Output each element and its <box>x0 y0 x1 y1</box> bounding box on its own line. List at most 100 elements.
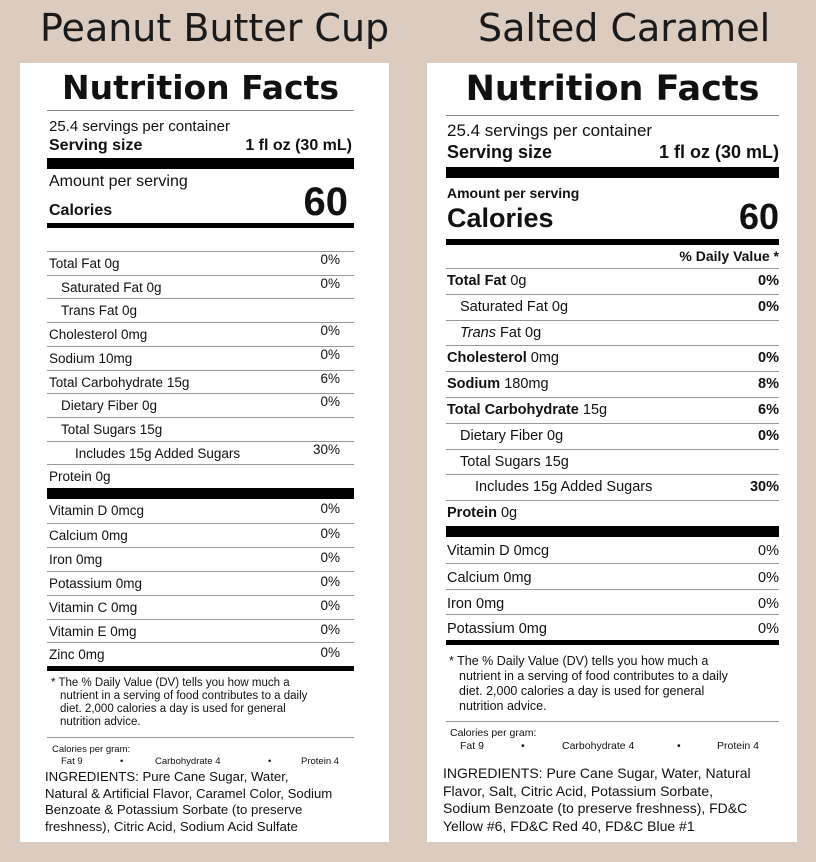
left-thick-bar-1 <box>47 158 354 169</box>
left-serving-size-label: Serving size <box>49 137 143 154</box>
left-serving-size-value: 1 fl oz (30 mL) <box>245 137 352 154</box>
left-amount-per-serving: Amount per serving <box>49 173 188 190</box>
nutrient-name: Dietary Fiber 0g <box>460 427 564 444</box>
right-bullet-2: • <box>677 740 681 752</box>
nutrient-name: Total Carbohydrate 15g <box>447 402 608 418</box>
right-nutrient-row: Includes 15g Added Sugars 30% <box>446 474 779 500</box>
left-label-inner: Nutrition Facts 25.4 servings per contai… <box>45 63 354 841</box>
daily-value: 6% <box>758 402 779 418</box>
left-thick-bar-4 <box>47 666 354 671</box>
left-nutrition-facts-header: Nutrition Facts <box>61 68 340 107</box>
nutrient-name: Total Sugars 15g <box>61 421 163 437</box>
daily-value: 0% <box>320 501 340 516</box>
right-carb-per-gram: Carbohydrate 4 <box>562 740 635 752</box>
right-thick-bar-4 <box>446 640 779 645</box>
left-ingredients: INGREDIENTS: Pure Cane Sugar, Water, Nat… <box>45 769 333 834</box>
daily-value: 0% <box>758 298 779 315</box>
right-protein-per-gram: Protein 4 <box>717 740 760 752</box>
nutrient-name: Cholesterol 0mg <box>447 350 560 367</box>
left-cal-per-gram: Calories per gram: <box>52 744 131 755</box>
right-nutrient-row: Total Fat 0g 0% <box>446 268 779 294</box>
right-bullet-1: • <box>521 740 525 752</box>
daily-value: 0% <box>320 597 340 613</box>
right-nutrient-row: Protein 0g <box>446 500 779 526</box>
right-fat-per-gram: Fat 9 <box>460 740 484 752</box>
right-nutrient-row: Trans Fat 0g <box>446 319 779 346</box>
nutrient-name: Total Fat 0g <box>49 256 120 271</box>
nutrient-name: Vitamin E 0mg <box>49 623 137 639</box>
left-vitamin-row: Vitamin D 0mcg 0% <box>47 499 354 523</box>
nutrient-name: Iron 0mg <box>49 551 103 567</box>
right-vitamin-row: Vitamin D 0mcg 0% <box>446 537 779 563</box>
left-footnote: * The % Daily Value (DV) tells you how m… <box>51 677 308 728</box>
right-nutrition-label: Nutrition Facts 25.4 servings per contai… <box>427 63 797 842</box>
nutrient-name: Protein 0g <box>447 505 518 522</box>
right-ingredients: INGREDIENTS: Pure Cane Sugar, Water, Nat… <box>443 765 751 834</box>
left-vitamin-row: Zinc 0mg 0% <box>47 642 354 666</box>
nutrient-name: Total Fat 0g <box>447 273 527 289</box>
daily-value: 0% <box>758 427 779 444</box>
daily-value: 0% <box>320 549 340 565</box>
daily-value: 0% <box>320 323 340 339</box>
nutrient-name: Dietary Fiber 0g <box>61 398 158 414</box>
daily-value: 0% <box>758 273 779 289</box>
right-product-title: Salted Caramel <box>478 6 771 50</box>
left-header-divider <box>47 110 354 111</box>
left-thick-bar-2 <box>47 223 354 228</box>
right-cal-per-gram: Calories per gram: <box>450 727 537 739</box>
right-calories-value: 60 <box>738 196 779 237</box>
right-nutrition-facts-header: Nutrition Facts <box>465 69 760 109</box>
right-label-inner: Nutrition Facts 25.4 servings per contai… <box>443 63 779 841</box>
nutrient-name: Vitamin D 0mcg <box>49 503 145 518</box>
nutrient-name: Total Sugars 15g <box>460 453 569 470</box>
nutrient-name: Calcium 0mg <box>49 527 128 543</box>
right-dv-header: % Daily Value * <box>679 248 779 264</box>
left-thick-bar-3 <box>47 488 354 499</box>
nutrient-name: Cholesterol 0mg <box>49 327 148 343</box>
daily-value: 0% <box>320 621 340 637</box>
nutrient-name: Sodium 180mg <box>447 376 549 393</box>
left-calories-label: Calories <box>49 202 113 219</box>
right-serving-size-label: Serving size <box>447 142 553 162</box>
right-vitamin-row: Potassium 0mg 0% <box>446 614 779 640</box>
right-serving-size-value: 1 fl oz (30 mL) <box>658 142 779 162</box>
left-vitamin-row: Vitamin E 0mg 0% <box>47 618 354 643</box>
nutrient-name: Saturated Fat 0g <box>460 298 569 315</box>
nutrient-name: Potassium 0mg <box>49 575 143 591</box>
left-servings-text: 25.4 servings per container <box>49 118 230 135</box>
daily-value: 30% <box>312 441 340 457</box>
nutrient-name: Potassium 0mg <box>447 621 547 638</box>
right-nutrient-row: Total Carbohydrate 15g 6% <box>446 397 779 423</box>
left-nutrient-row: Sodium 10mg 0% <box>47 345 354 370</box>
nutrient-name: Includes 15g Added Sugars <box>475 479 653 496</box>
left-nutrient-row: Total Sugars 15g <box>47 416 354 441</box>
right-nutrient-row: Saturated Fat 0g 0% <box>446 293 779 320</box>
right-thick-bar-3 <box>446 526 779 537</box>
right-calories-label: Calories <box>447 203 554 233</box>
left-nutrient-row: Total Carbohydrate 15g 6% <box>47 369 354 394</box>
left-nutrient-row: Cholesterol 0mg 0% <box>47 322 354 346</box>
left-nutrition-label: Nutrition Facts 25.4 servings per contai… <box>20 63 389 842</box>
nutrient-name: Includes 15g Added Sugars <box>75 445 241 461</box>
nutrient-name: Vitamin D 0mcg <box>447 543 550 559</box>
left-footnote-divider <box>47 737 354 738</box>
left-nutrient-row: Trans Fat 0g <box>47 298 354 322</box>
left-nutrient-row: Total Fat 0g 0% <box>47 251 354 275</box>
left-nutrient-row: Protein 0g <box>47 464 354 488</box>
daily-value: 0% <box>320 394 340 410</box>
right-nutrient-row: Sodium 180mg 8% <box>446 371 779 397</box>
right-nutrient-row: Total Sugars 15g <box>446 448 779 475</box>
left-nutrient-row: Includes 15g Added Sugars 30% <box>47 440 354 465</box>
nutrient-name: Zinc 0mg <box>49 647 105 663</box>
left-vitamin-row: Potassium 0mg 0% <box>47 570 354 595</box>
right-amount-per-serving: Amount per serving <box>447 185 580 201</box>
left-calories-value: 60 <box>303 180 349 224</box>
left-bullet-1: • <box>120 756 124 767</box>
right-vitamin-row: Calcium 0mg 0% <box>446 562 779 589</box>
nutrient-name: Sodium 10mg <box>49 350 133 366</box>
daily-value: 0% <box>320 645 340 661</box>
right-thick-bar-1 <box>446 167 779 178</box>
left-protein-per-gram: Protein 4 <box>301 756 340 767</box>
left-fat-per-gram: Fat 9 <box>61 756 83 767</box>
daily-value: 0% <box>758 350 779 367</box>
